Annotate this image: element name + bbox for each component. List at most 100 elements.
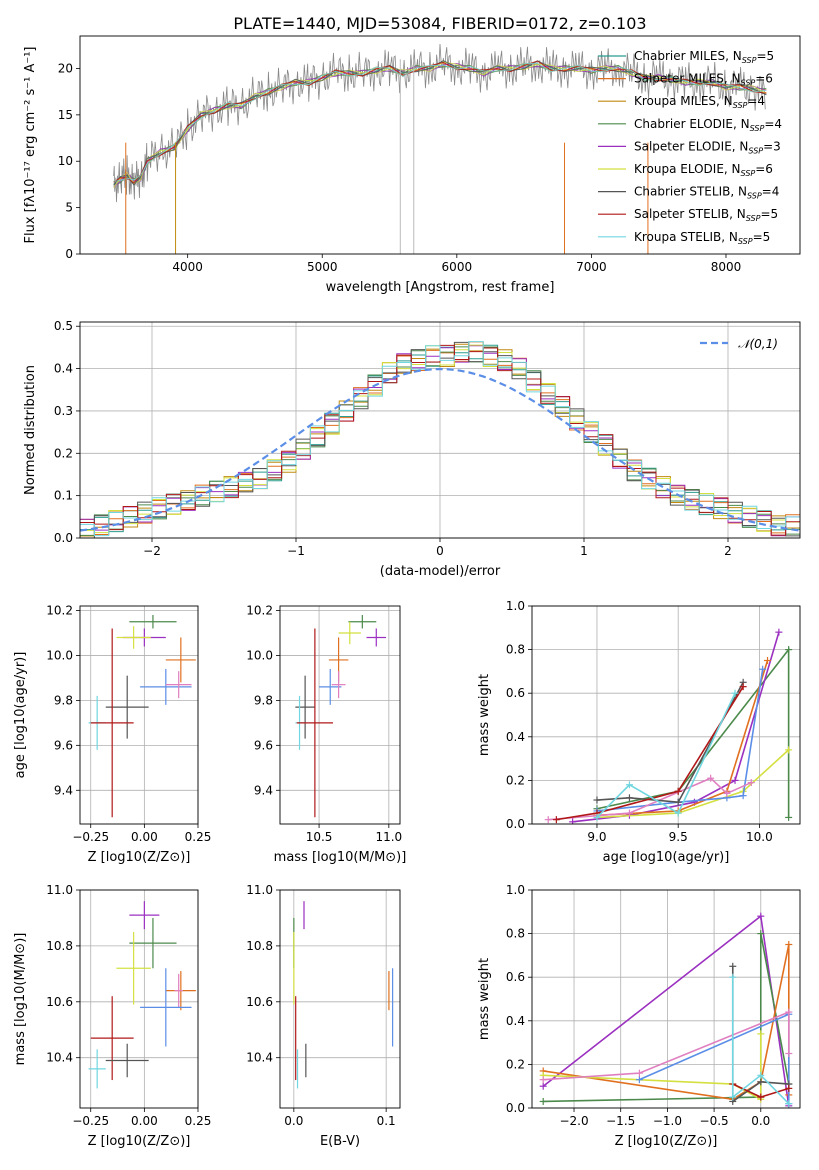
mass_weight_vs_age-series-line xyxy=(596,749,790,819)
mass_weight_vs_age-ytick-label: 0.4 xyxy=(506,730,525,744)
mass_weight_vs_age-xtick-label: 9.0 xyxy=(587,830,606,844)
spectrum-xtick-label: 7000 xyxy=(576,260,607,274)
mass_vs_ebv-ytick-label: 11.0 xyxy=(246,883,273,897)
mass_weight_vs_Z-ytick-label: 0.6 xyxy=(506,970,525,984)
age_vs_mass-xtick-label: 10.5 xyxy=(306,830,333,844)
mass_weight_vs_age-series-line xyxy=(556,686,744,821)
mass_vs_ebv-ytick-label: 10.6 xyxy=(246,995,273,1009)
mass_weight_vs_Z-plot-area xyxy=(539,912,793,1108)
residuals-xtick-label: −2 xyxy=(143,544,161,558)
mass_weight_vs_age-series-line xyxy=(596,681,744,804)
mass_vs_ebv-ytick-label: 10.4 xyxy=(246,1051,273,1065)
spectrum-frame xyxy=(79,35,801,255)
age_vs_Z-ytick-label: 9.4 xyxy=(54,783,73,797)
legend-label-sub: SSP xyxy=(747,192,762,201)
legend-label-sub: SSP xyxy=(741,79,756,88)
age_vs_Z-frame xyxy=(79,605,199,825)
legend-label-base: Kroupa MILES, N xyxy=(634,94,733,108)
legend-label-base: Chabrier STELIB, N xyxy=(634,185,747,199)
legend-label: Kroupa MILES, NSSP=4 xyxy=(634,94,765,110)
mass_weight_vs_Z-series-line xyxy=(543,944,790,1101)
age_vs_mass-ytick-label: 10.0 xyxy=(246,648,273,662)
mass_weight_vs_age-ytick-label: 0.6 xyxy=(506,686,525,700)
spectrum-xtick-label: 5000 xyxy=(307,260,338,274)
residuals-histogram-step xyxy=(80,341,800,537)
legend-label: Kroupa ELODIE, NSSP=6 xyxy=(634,162,773,178)
mass_weight_vs_Z-ytick-label: 0.0 xyxy=(506,1101,525,1115)
legend-label-tail: =6 xyxy=(755,162,773,176)
legend-label-tail: =5 xyxy=(756,49,774,63)
age_vs_mass-ytick-label: 10.2 xyxy=(246,603,273,617)
residuals-ytick-label: 0.3 xyxy=(54,404,73,418)
spectrum-xlabel: wavelength [Angstrom, rest frame] xyxy=(326,280,555,295)
spectrum-ytick-label: 10 xyxy=(58,154,73,168)
residuals-normal-curve xyxy=(80,367,800,532)
legend-label-tail: =5 xyxy=(760,207,778,221)
legend-label: Salpeter STELIB, NSSP=5 xyxy=(634,207,778,223)
mass_weight_vs_Z-series-line xyxy=(543,1010,790,1081)
legend-label-sub: SSP xyxy=(746,214,761,223)
residuals-xtick-label: 0 xyxy=(436,544,444,558)
mass_vs_Z-axes: −0.25 0.00 0.25 10.4 10.6 10.8 11.0 xyxy=(46,883,211,1128)
residuals-xtick-label: −1 xyxy=(287,544,305,558)
mass_weight_vs_age-xlabel: age [log10(age/yr)] xyxy=(603,850,730,865)
mass_vs_Z-xlabel: Z [log10(Z/Z⊙)] xyxy=(88,1134,191,1149)
age_vs_Z-xlabel: Z [log10(Z/Z⊙)] xyxy=(88,850,191,865)
residuals-legend: 𝒩(0,1) xyxy=(700,337,778,351)
mass_weight_vs_Z-xtick-label: −1.5 xyxy=(606,1114,635,1128)
mass_vs_ebv-plot-area xyxy=(293,901,394,1089)
residuals-ytick-label: 0.4 xyxy=(54,362,73,376)
mass_weight_vs_age-ylabel: mass weight xyxy=(477,674,492,756)
spectrum-ytick-label: 5 xyxy=(65,201,73,215)
legend-label-tail: =5 xyxy=(753,230,771,244)
age_vs_Z-ytick-label: 10.0 xyxy=(46,648,73,662)
mass_vs_Z-ytick-label: 10.8 xyxy=(46,939,73,953)
mass_weight_vs_age-series-line xyxy=(596,660,769,817)
mass_weight_vs_age-axes: 9.0 9.5 10.0 0.0 0.2 0.4 0.6 0.8 1.0 xyxy=(506,599,800,844)
mass_weight_vs_age-frame xyxy=(531,605,801,825)
mass_vs_Z-ylabel: mass [log10(M/M⊙)] xyxy=(13,933,28,1066)
legend-label-sub: SSP xyxy=(742,56,757,65)
residuals-ytick-label: 0.0 xyxy=(54,531,73,545)
mass_vs_ebv-ytick-label: 10.8 xyxy=(246,939,273,953)
legend-label-sub: SSP xyxy=(748,146,763,155)
legend-label-sub: SSP xyxy=(733,101,748,110)
spectrum-model-line xyxy=(113,60,767,184)
legend-label-base: Salpeter MILES, N xyxy=(634,72,741,86)
age_vs_mass-frame xyxy=(279,605,401,825)
mass_weight_vs_Z-ytick-label: 1.0 xyxy=(506,883,525,897)
legend-label: Salpeter MILES, NSSP=6 xyxy=(634,72,773,88)
legend-label: Salpeter ELODIE, NSSP=3 xyxy=(634,139,781,155)
mass_weight_vs_age-ytick-label: 1.0 xyxy=(506,599,525,613)
residuals-ytick-label: 0.2 xyxy=(54,446,73,460)
mass_weight_vs_Z-xtick-label: −1.0 xyxy=(653,1114,682,1128)
age_vs_Z-ytick-label: 9.8 xyxy=(54,693,73,707)
mass_weight_vs_Z-ytick-label: 0.8 xyxy=(506,927,525,941)
mass_weight_vs_age-ytick-label: 0.0 xyxy=(506,817,525,831)
mass_weight_vs_age-series-line xyxy=(596,692,736,819)
mass_vs_Z-frame xyxy=(79,889,199,1109)
mass_weight_vs_Z-ytick-label: 0.2 xyxy=(506,1057,525,1071)
mass_weight_vs_age-xtick-label: 10.0 xyxy=(746,830,773,844)
mass_vs_ebv-xtick-label: 0.0 xyxy=(284,1114,303,1128)
spectrum-ylabel: Flux [fλ10⁻¹⁷ erg cm⁻² s⁻¹ A⁻¹] xyxy=(23,47,38,244)
mass_weight_vs_Z-series-line xyxy=(731,977,790,1105)
legend-label-base: Salpeter STELIB, N xyxy=(634,207,746,221)
legend-label-sub: SSP xyxy=(750,124,765,133)
mass_weight_vs_Z-xtick-label: −2.0 xyxy=(559,1114,588,1128)
mass_weight_vs_Z-frame xyxy=(531,889,801,1109)
legend-label-base: Salpeter ELODIE, N xyxy=(634,139,748,153)
legend-label: Kroupa STELIB, NSSP=5 xyxy=(634,230,770,246)
legend-label-base: Kroupa ELODIE, N xyxy=(634,162,741,176)
age_vs_Z-plot-area xyxy=(88,614,196,818)
spectrum-plot-area xyxy=(113,43,767,254)
residuals-xtick-label: 2 xyxy=(724,544,732,558)
mass_weight_vs_age-series-line xyxy=(596,647,790,818)
mass_weight_vs_Z-series-line xyxy=(543,1033,762,1101)
age_vs_mass-xlabel: mass [log10(M/M⊙)] xyxy=(274,850,407,865)
spectrum-axes: 4000 5000 6000 7000 8000 0 5 10 15 20 xyxy=(58,61,742,274)
age_vs_Z-ytick-label: 9.6 xyxy=(54,738,73,752)
legend-label-tail: =4 xyxy=(764,117,782,131)
residuals-legend-label: 𝒩(0,1) xyxy=(738,337,778,351)
